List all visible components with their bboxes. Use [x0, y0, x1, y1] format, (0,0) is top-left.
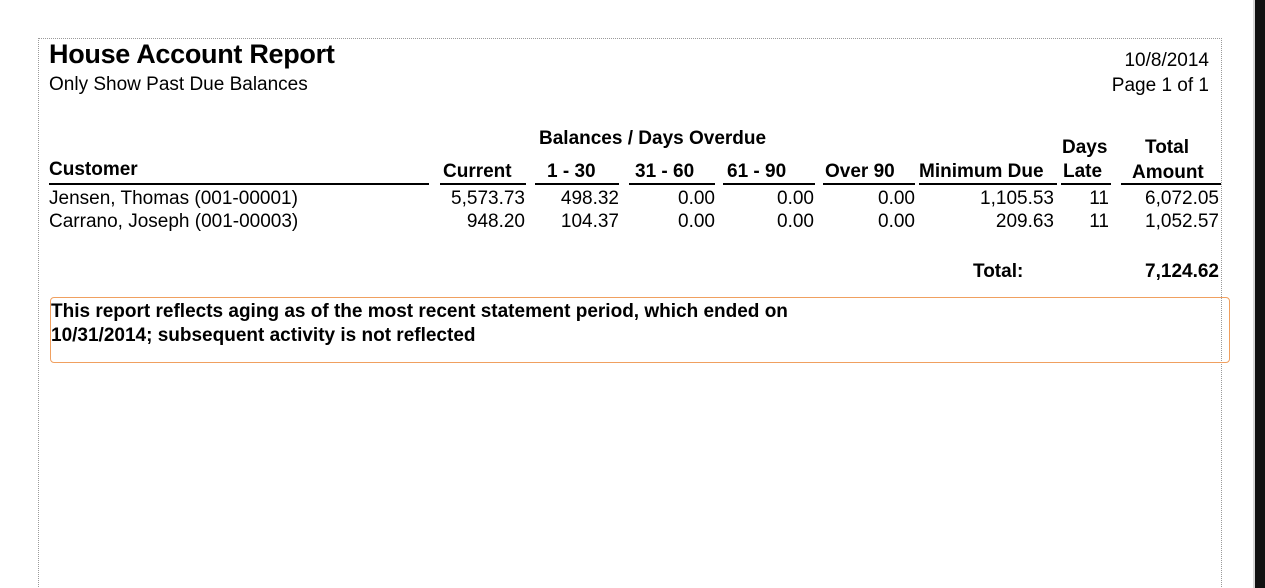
window-frame: [1255, 0, 1265, 588]
report-title: House Account Report: [49, 39, 335, 69]
row-1-over-90: 0.00: [878, 188, 915, 209]
row-2-days-late: 11: [1089, 211, 1109, 232]
row-1-1-30: 498.32: [560, 188, 619, 209]
header-underline-customer: [49, 183, 429, 185]
report-date: 10/8/2014: [1124, 50, 1209, 71]
header-underline-31-60: [629, 183, 715, 185]
header-total-amount-bottom: Amount: [1132, 162, 1204, 183]
total-value: 7,124.62: [1145, 261, 1219, 282]
row-2-current: 948.20: [466, 211, 525, 232]
row-1-total-amount: 6,072.05: [1145, 188, 1219, 209]
row-2-minimum-due: 209.63: [995, 211, 1054, 232]
header-days-late-top: Days: [1062, 137, 1108, 158]
header-underline-days-late: [1061, 183, 1111, 185]
row-2-customer: Carrano, Joseph (001-00003): [49, 211, 299, 232]
row-1-customer: Jensen, Thomas (001-00001): [49, 188, 298, 209]
row-1-days-late: 11: [1089, 188, 1109, 209]
notice-text: This report reflects aging as of the mos…: [51, 301, 788, 346]
row-1-minimum-due: 1,105.53: [980, 188, 1054, 209]
header-underline-over-90: [823, 183, 915, 185]
row-2-61-90: 0.00: [777, 211, 814, 232]
report-subtitle: Only Show Past Due Balances: [49, 74, 308, 95]
header-underline-total-amount: [1121, 183, 1221, 185]
header-current: Current: [443, 161, 512, 182]
row-1-31-60: 0.00: [678, 188, 715, 209]
header-underline-1-30: [535, 183, 619, 185]
header-underline-minimum-due: [919, 183, 1057, 185]
row-2-1-30: 104.37: [560, 211, 619, 232]
header-31-60: 31 - 60: [635, 161, 695, 182]
header-customer: Customer: [49, 159, 138, 180]
balances-group-header: Balances / Days Overdue: [539, 128, 767, 149]
header-days-late-bottom: Late: [1063, 161, 1103, 182]
report-page: House Account Report Only Show Past Due …: [38, 38, 1230, 588]
header-1-30: 1 - 30: [547, 161, 596, 182]
row-2-31-60: 0.00: [678, 211, 715, 232]
row-2-total-amount: 1,052.57: [1145, 211, 1219, 232]
header-61-90: 61 - 90: [727, 161, 787, 182]
header-total-amount-top: Total: [1145, 137, 1189, 158]
total-label: Total:: [973, 261, 1024, 282]
notice-box: This report reflects aging as of the mos…: [50, 297, 1230, 363]
page-indicator: Page 1 of 1: [1111, 75, 1209, 96]
header-minimum-due: Minimum Due: [919, 161, 1044, 182]
row-1-61-90: 0.00: [777, 188, 814, 209]
header-underline-61-90: [723, 183, 815, 185]
row-2-over-90: 0.00: [878, 211, 915, 232]
header-underline-current: [440, 183, 526, 185]
row-1-current: 5,573.73: [451, 188, 525, 209]
window-edge: [1253, 0, 1255, 588]
header-over-90: Over 90: [825, 161, 895, 182]
